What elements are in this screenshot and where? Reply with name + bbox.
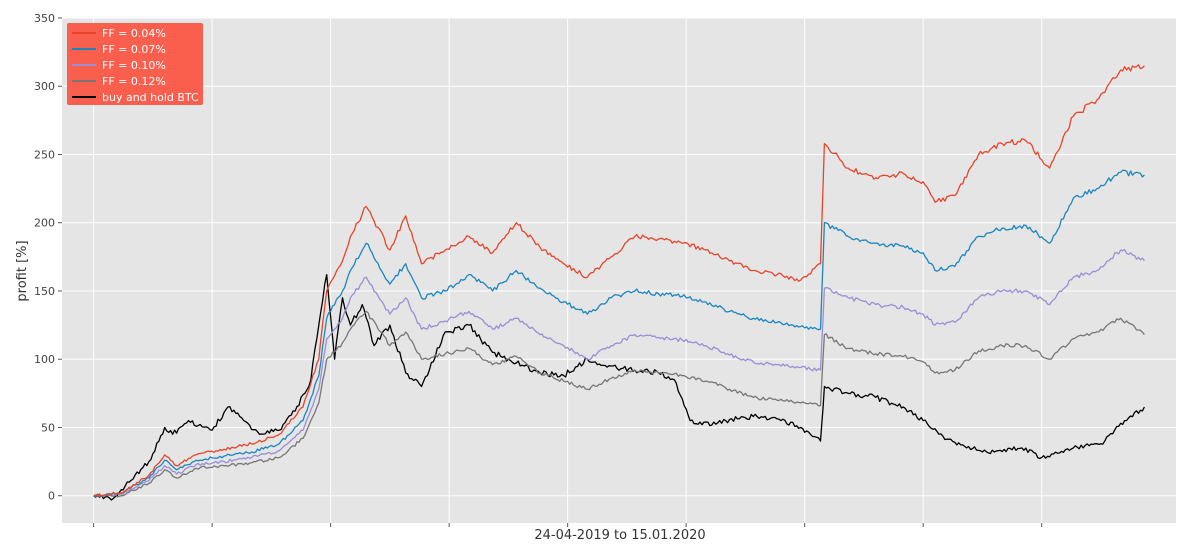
- series-line: [93, 273, 1145, 501]
- legend-box: [67, 23, 203, 105]
- y-tick-label: 0: [48, 490, 55, 503]
- y-tick-label: 300: [34, 80, 55, 93]
- y-tick-label: 350: [34, 12, 55, 25]
- legend-label: FF = 0.12%: [102, 75, 166, 88]
- legend-label: buy and hold BTC: [102, 91, 199, 104]
- series-line: [93, 248, 1145, 497]
- series-line: [93, 169, 1145, 498]
- legend: FF = 0.04% FF = 0.07% FF = 0.10% FF = 0.12%…: [67, 23, 203, 105]
- grid-lines: [62, 17, 1176, 523]
- x-axis-label: 24-04-2019 to 15.01.2020: [534, 528, 705, 543]
- legend-label: FF = 0.07%: [102, 43, 166, 56]
- y-tick-label: 150: [34, 285, 55, 298]
- legend-label: FF = 0.04%: [102, 27, 166, 40]
- legend-label: FF = 0.10%: [102, 59, 166, 72]
- x-axis-ticks: [93, 523, 1043, 527]
- y-axis-ticks: 0 50 100 150 200 250 300 350: [34, 12, 62, 503]
- y-tick-label: 250: [34, 148, 55, 161]
- series-line: [93, 64, 1145, 498]
- y-tick-label: 100: [34, 353, 55, 366]
- series-line: [93, 310, 1145, 498]
- y-tick-label: 200: [34, 217, 55, 230]
- plot-area: [62, 18, 1176, 523]
- y-axis-label: profit [%]: [15, 240, 30, 301]
- series-layer: [93, 64, 1145, 501]
- y-tick-label: 50: [41, 421, 55, 434]
